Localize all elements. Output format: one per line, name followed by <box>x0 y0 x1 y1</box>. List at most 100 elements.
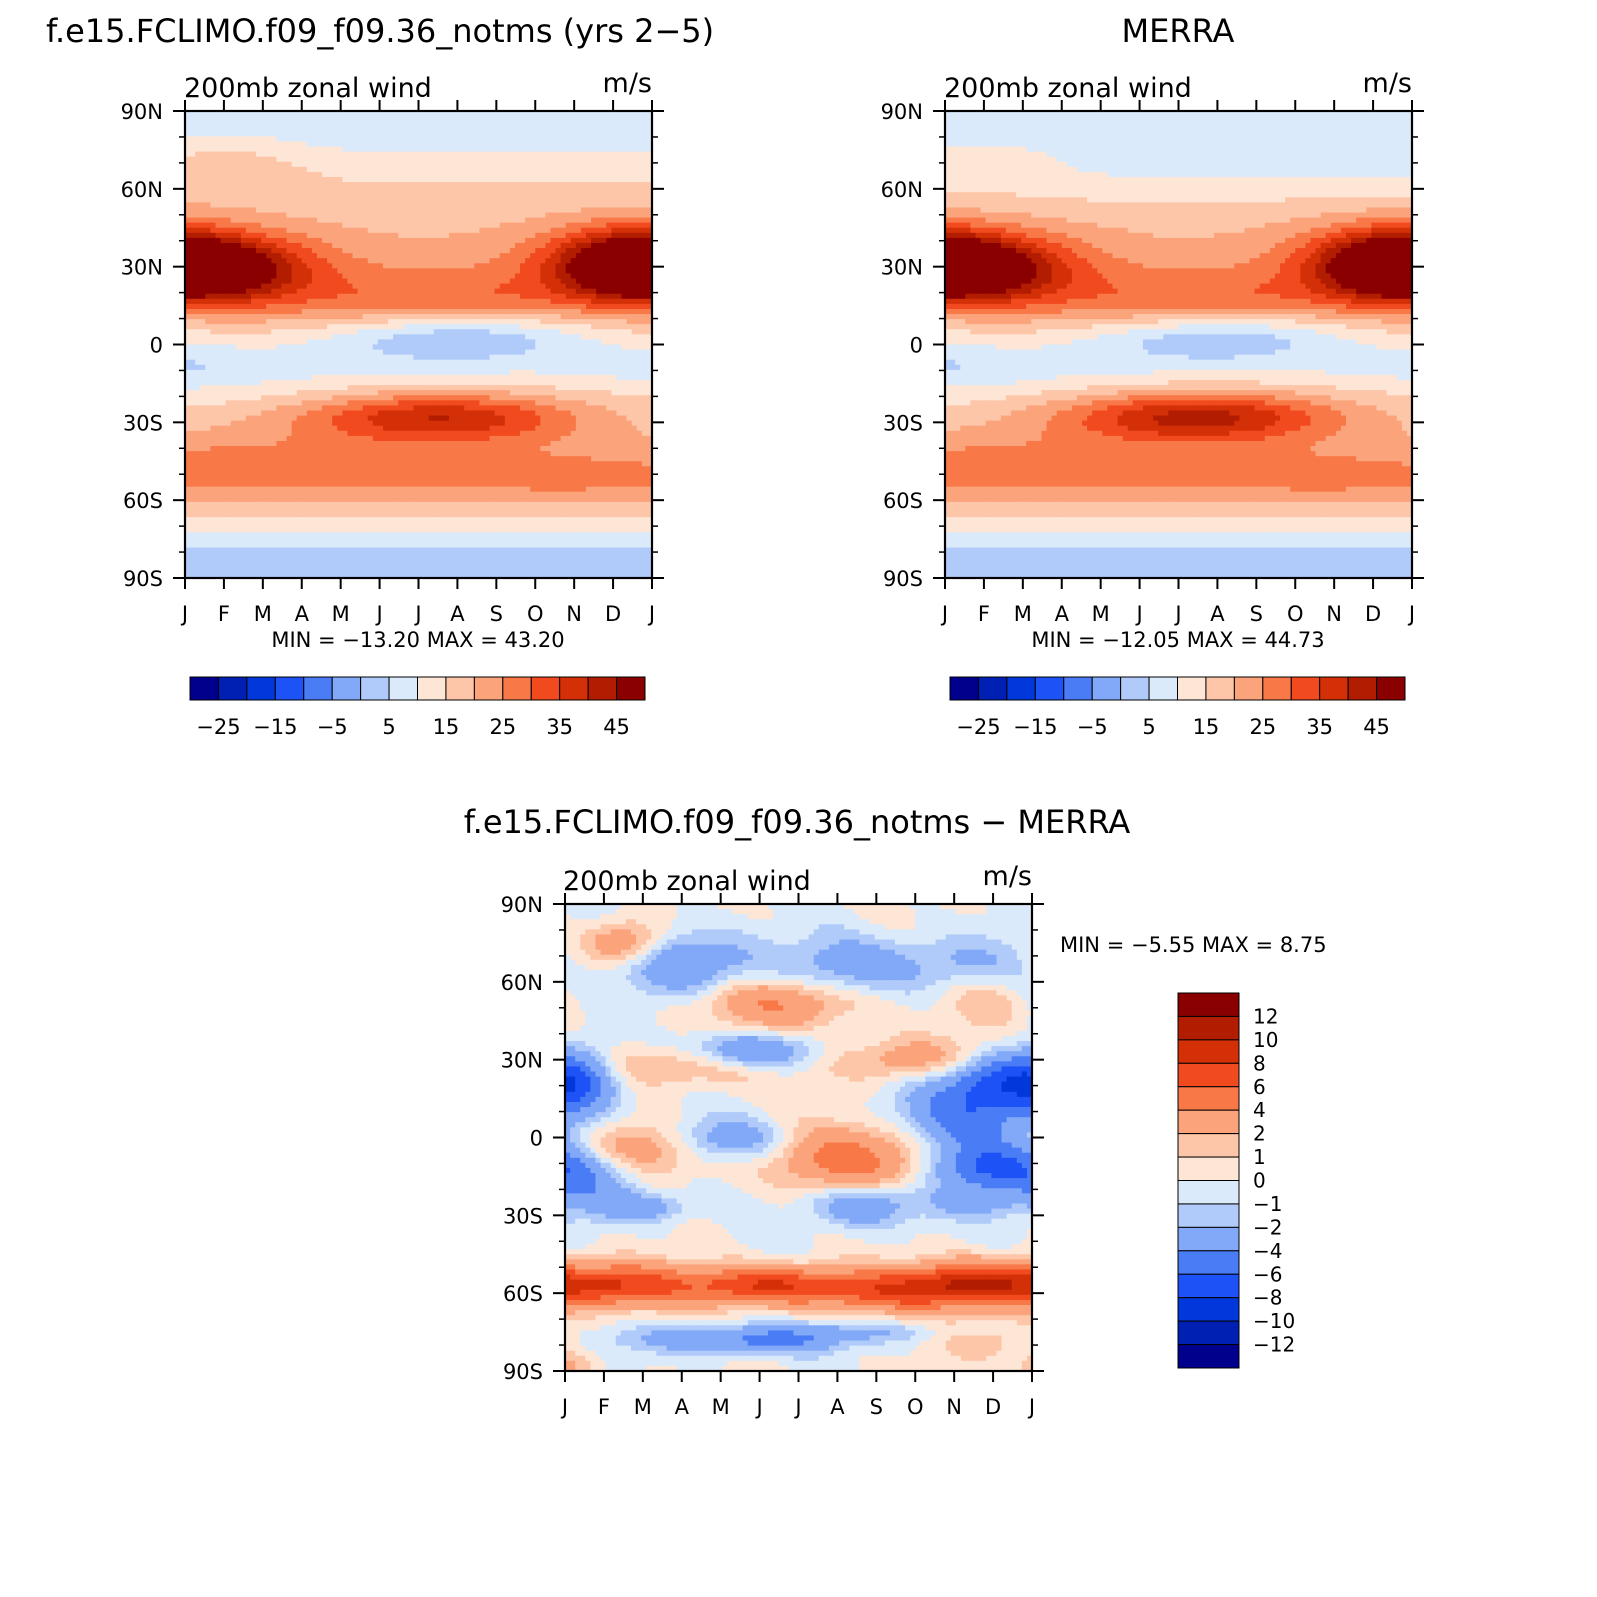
contour-cell <box>510 324 516 330</box>
contour-cell <box>566 228 572 234</box>
contour-cell <box>276 223 282 229</box>
contour-cell <box>505 360 511 366</box>
contour-cell <box>419 152 425 158</box>
contour-cell <box>596 116 602 122</box>
contour-cell <box>408 248 414 254</box>
contour-cell <box>449 238 455 244</box>
contour-cell <box>322 284 328 290</box>
contour-cell <box>205 177 211 183</box>
contour-cell <box>276 360 282 366</box>
contour-cell <box>251 370 257 376</box>
contour-cell <box>266 207 272 213</box>
contour-cell <box>419 238 425 244</box>
contour-cell <box>231 177 237 183</box>
contour-cell <box>312 213 318 219</box>
contour-cell <box>535 319 541 325</box>
contour-cell <box>292 147 298 153</box>
contour-cell <box>596 172 602 178</box>
contour-cell <box>535 121 541 127</box>
contour-cell <box>611 167 617 173</box>
contour-cell <box>388 202 394 208</box>
contour-cell <box>586 187 592 193</box>
contour-cell <box>535 355 541 361</box>
contour-cell <box>581 355 587 361</box>
contour-cell <box>556 329 562 335</box>
contour-cell <box>221 218 227 224</box>
contour-cell <box>363 319 369 325</box>
contour-cell <box>388 121 394 127</box>
contour-cell <box>454 329 460 335</box>
contour-cell <box>241 187 247 193</box>
contour-cell <box>287 248 293 254</box>
contour-cell <box>347 233 353 239</box>
contour-cell <box>221 126 227 132</box>
contour-cell <box>439 157 445 163</box>
contour-cell <box>271 355 277 361</box>
contour-cell <box>490 187 496 193</box>
contour-cell <box>327 289 333 295</box>
contour-cell <box>271 385 277 391</box>
contour-cell <box>246 370 252 376</box>
contour-cell <box>327 223 333 229</box>
contour-cell <box>251 147 257 153</box>
contour-cell <box>398 294 404 300</box>
contour-cell <box>261 263 267 269</box>
contour-cell <box>368 324 374 330</box>
contour-cell <box>500 182 506 188</box>
contour-cell <box>525 345 531 351</box>
contour-cell <box>429 324 435 330</box>
contour-cell <box>200 339 206 345</box>
contour-cell <box>424 375 430 381</box>
contour-cell <box>383 228 389 234</box>
contour-cell <box>474 380 480 386</box>
contour-cell <box>505 233 511 239</box>
contour-cell <box>210 319 216 325</box>
contour-cell <box>540 263 546 269</box>
contour-cell <box>297 162 303 168</box>
contour-cell <box>393 192 399 198</box>
contour-cell <box>632 304 638 310</box>
contour-cell <box>444 355 450 361</box>
contour-cell <box>535 365 541 371</box>
contour-cell <box>429 294 435 300</box>
contour-cell <box>221 375 227 381</box>
contour-cell <box>353 172 359 178</box>
contour-cell <box>205 218 211 224</box>
contour-cell <box>271 131 277 137</box>
contour-cell <box>337 304 343 310</box>
contour-cell <box>561 324 567 330</box>
contour-cell <box>281 304 287 310</box>
contour-cell <box>424 309 430 315</box>
contour-cell <box>236 131 242 137</box>
contour-cell <box>271 309 277 315</box>
contour-cell <box>332 253 338 259</box>
contour-cell <box>363 304 369 310</box>
contour-cell <box>226 147 232 153</box>
contour-cell <box>378 136 384 142</box>
contour-cell <box>459 147 465 153</box>
contour-cell <box>231 116 237 122</box>
contour-cell <box>540 248 546 254</box>
contour-cell <box>520 182 526 188</box>
contour-cell <box>601 294 607 300</box>
contour-cell <box>342 339 348 345</box>
contour-cell <box>378 141 384 147</box>
contour-cell <box>363 141 369 147</box>
contour-cell <box>297 279 303 285</box>
contour-cell <box>246 279 252 285</box>
contour-cell <box>530 126 536 132</box>
contour-cell <box>317 339 323 345</box>
contour-cell <box>637 319 643 325</box>
contour-cell <box>611 334 617 340</box>
contour-cell <box>642 157 648 163</box>
contour-cell <box>241 268 247 274</box>
contour-cell <box>388 258 394 264</box>
contour-cell <box>388 136 394 142</box>
contour-cell <box>363 233 369 239</box>
contour-cell <box>363 350 369 356</box>
contour-cell <box>459 314 465 320</box>
contour-cell <box>535 162 541 168</box>
contour-cell <box>540 350 546 356</box>
contour-cell <box>444 192 450 198</box>
contour-cell <box>353 370 359 376</box>
